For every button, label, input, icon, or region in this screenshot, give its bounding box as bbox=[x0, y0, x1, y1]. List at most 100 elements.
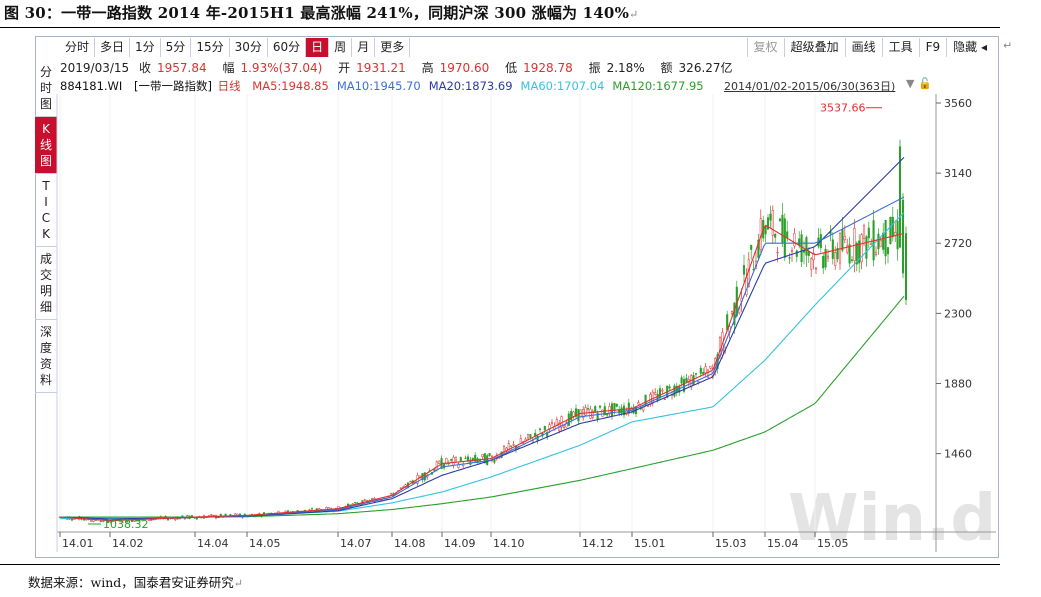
candle-body bbox=[699, 367, 702, 374]
candle-body bbox=[474, 454, 477, 462]
candle-body bbox=[850, 259, 854, 261]
candle-body bbox=[584, 407, 587, 416]
candle-body bbox=[586, 408, 590, 410]
candle-body bbox=[793, 232, 796, 247]
sidebar-tab[interactable]: T I C K bbox=[35, 174, 57, 247]
candle-body bbox=[519, 438, 522, 444]
sidebar-tab[interactable]: 深 度 资 料 bbox=[35, 320, 57, 393]
candle-body bbox=[877, 233, 880, 250]
candle-body bbox=[510, 445, 513, 447]
candle-body bbox=[704, 366, 707, 374]
sidebar-tab[interactable]: 分 时 图 bbox=[35, 60, 57, 117]
period-button[interactable]: 15分 bbox=[191, 38, 230, 57]
candle-body bbox=[466, 456, 470, 462]
candle-body bbox=[464, 457, 467, 460]
candle-body bbox=[82, 519, 86, 521]
candle-body bbox=[855, 242, 858, 265]
candle-body bbox=[848, 244, 851, 264]
quote-low: 低 1928.78 bbox=[505, 61, 573, 75]
ma-lines-layer bbox=[59, 157, 905, 522]
tool-button[interactable]: 画线 bbox=[844, 38, 882, 57]
candle-body bbox=[90, 520, 93, 522]
candle-body bbox=[841, 229, 844, 251]
figure-title: 图 30：一带一路指数 2014 年-2015H1 最高涨幅 241%，同期沪深… bbox=[4, 4, 639, 22]
candle-body bbox=[682, 379, 686, 392]
tool-button[interactable]: 工具 bbox=[881, 38, 919, 57]
candle-body bbox=[702, 372, 705, 374]
period-button[interactable]: 更多 bbox=[375, 38, 411, 57]
candle-body bbox=[778, 218, 782, 222]
candle-body bbox=[526, 433, 530, 439]
candle-body bbox=[846, 245, 849, 253]
period-button[interactable]: 周 bbox=[329, 38, 353, 57]
candle-body bbox=[486, 455, 489, 465]
candle-body bbox=[243, 513, 246, 516]
ma-line-ma120 bbox=[60, 295, 905, 518]
lock-icon[interactable]: 🔓 bbox=[917, 77, 932, 90]
candle-body bbox=[661, 389, 664, 392]
candle-body bbox=[788, 257, 791, 259]
period-button[interactable]: 月 bbox=[352, 38, 376, 57]
candle-body bbox=[543, 426, 546, 431]
candle-body bbox=[781, 214, 784, 243]
period-button[interactable]: 60分 bbox=[268, 38, 307, 57]
source-rule bbox=[0, 564, 1000, 565]
quote-amount: 额 326.27亿 bbox=[660, 61, 733, 75]
candle-body bbox=[836, 248, 839, 260]
candle-body bbox=[905, 233, 907, 301]
candle-body bbox=[742, 265, 746, 275]
period-button[interactable]: 5分 bbox=[161, 38, 192, 57]
tool-button[interactable]: 隐藏 ◂ bbox=[946, 38, 993, 57]
candle-body bbox=[899, 146, 901, 239]
ma-legend-item: MA10:1945.70 bbox=[336, 79, 421, 93]
candle-body bbox=[730, 311, 734, 314]
period-button[interactable]: 多日 bbox=[95, 38, 131, 57]
period-button[interactable]: 日 bbox=[306, 38, 330, 57]
sidebar-tab[interactable]: K 线 图 bbox=[35, 117, 57, 174]
period-button[interactable]: 1分 bbox=[130, 38, 161, 57]
candle-body bbox=[483, 453, 486, 464]
candle-body bbox=[694, 373, 698, 375]
candlestick-layer bbox=[58, 139, 907, 524]
candle-body bbox=[790, 250, 794, 252]
x-tick-label: 14.07 bbox=[340, 537, 372, 550]
candle-body bbox=[531, 440, 534, 443]
period-button[interactable]: 分时 bbox=[60, 38, 96, 57]
candle-body bbox=[471, 457, 474, 461]
quote-high: 高 1970.60 bbox=[421, 61, 490, 75]
source-note: 数据来源：wind，国泰君安证券研究↵ bbox=[28, 575, 243, 590]
candle-body bbox=[620, 407, 623, 414]
candle-body bbox=[709, 365, 712, 369]
candle-body bbox=[622, 405, 626, 416]
x-tick-label: 15.04 bbox=[767, 537, 799, 550]
candle-body bbox=[570, 411, 573, 421]
candle-body bbox=[757, 239, 760, 258]
candle-body bbox=[769, 213, 772, 221]
pilcrow-mark: ↵ bbox=[629, 8, 639, 21]
candle-body bbox=[606, 413, 609, 416]
candle-body bbox=[457, 463, 460, 468]
candle-body bbox=[858, 240, 861, 264]
period-button[interactable]: 30分 bbox=[230, 38, 268, 57]
tool-button[interactable]: 复权 bbox=[746, 38, 784, 57]
candle-body bbox=[658, 388, 662, 399]
candle-body bbox=[310, 508, 314, 510]
candle-body bbox=[262, 512, 266, 514]
candle-body bbox=[550, 422, 554, 424]
tool-button[interactable]: F9 bbox=[918, 38, 947, 57]
ma-line-ma5 bbox=[59, 224, 905, 522]
candle-body bbox=[771, 210, 774, 236]
dropdown-icon[interactable]: ▼ bbox=[906, 77, 915, 90]
candle-body bbox=[70, 519, 74, 521]
date-range-selector[interactable]: 2014/01/02-2015/06/30(363日) bbox=[724, 80, 896, 93]
candle-body bbox=[812, 252, 815, 261]
x-tick-label: 14.10 bbox=[493, 537, 525, 550]
candle-body bbox=[690, 375, 693, 388]
x-tick-label: 14.01 bbox=[62, 537, 94, 550]
candle-body bbox=[663, 398, 666, 400]
tool-button[interactable]: 超级叠加 bbox=[783, 38, 845, 57]
sidebar-tab[interactable]: 成 交 明 细 bbox=[35, 247, 57, 320]
x-tick-label: 14.09 bbox=[444, 537, 476, 550]
candle-body bbox=[826, 255, 830, 259]
